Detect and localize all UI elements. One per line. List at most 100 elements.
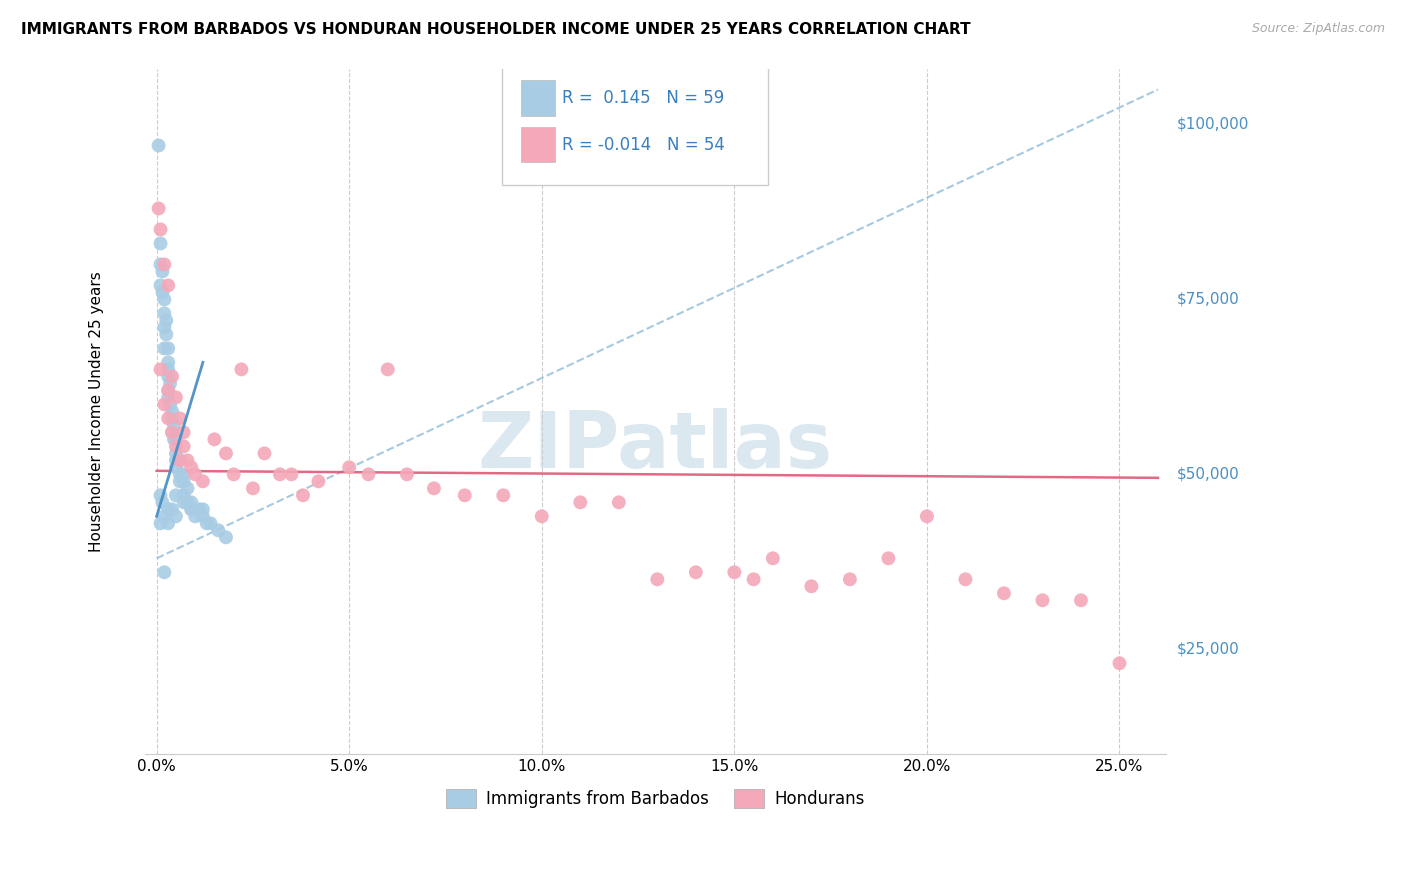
- Point: [993, 586, 1015, 600]
- Text: Source: ZipAtlas.com: Source: ZipAtlas.com: [1251, 22, 1385, 36]
- Point: [207, 524, 229, 538]
- Point: [165, 433, 187, 447]
- Point: [1108, 657, 1130, 671]
- Legend: Immigrants from Barbados, Hondurans: Immigrants from Barbados, Hondurans: [440, 782, 872, 814]
- Point: [157, 502, 180, 516]
- Point: [169, 411, 191, 425]
- Point: [148, 202, 170, 216]
- Point: [152, 495, 174, 509]
- Point: [153, 293, 176, 307]
- Point: [165, 453, 187, 467]
- Point: [176, 453, 198, 467]
- Point: [149, 488, 172, 502]
- Point: [152, 285, 174, 300]
- Point: [157, 355, 180, 369]
- Text: $75,000: $75,000: [1177, 292, 1240, 307]
- Point: [877, 551, 900, 566]
- Point: [742, 572, 765, 586]
- Text: $100,000: $100,000: [1177, 117, 1250, 132]
- Text: R = -0.014   N = 54: R = -0.014 N = 54: [561, 136, 724, 153]
- Point: [180, 495, 202, 509]
- Text: Householder Income Under 25 years: Householder Income Under 25 years: [89, 271, 104, 552]
- Point: [191, 502, 214, 516]
- Point: [395, 467, 418, 482]
- Point: [215, 530, 238, 544]
- Point: [149, 278, 172, 293]
- Point: [165, 460, 187, 475]
- Point: [149, 236, 172, 251]
- Point: [1070, 593, 1092, 607]
- Point: [159, 376, 181, 391]
- Text: ZIPatlas: ZIPatlas: [478, 408, 832, 483]
- Point: [647, 572, 669, 586]
- Point: [153, 342, 176, 356]
- Point: [200, 516, 222, 531]
- Point: [607, 495, 630, 509]
- Point: [800, 579, 823, 593]
- FancyBboxPatch shape: [520, 127, 555, 162]
- Point: [184, 467, 207, 482]
- Point: [169, 453, 191, 467]
- Point: [155, 313, 177, 327]
- Point: [163, 433, 186, 447]
- Point: [148, 138, 170, 153]
- FancyBboxPatch shape: [502, 65, 768, 185]
- Point: [149, 362, 172, 376]
- Point: [915, 509, 938, 524]
- Point: [157, 342, 180, 356]
- Point: [157, 516, 180, 531]
- Point: [423, 481, 446, 495]
- Point: [173, 439, 195, 453]
- Point: [149, 257, 172, 271]
- Point: [165, 439, 187, 453]
- Point: [176, 495, 198, 509]
- Point: [157, 384, 180, 398]
- Point: [160, 425, 183, 440]
- Point: [231, 362, 253, 376]
- Point: [169, 475, 191, 489]
- Point: [165, 488, 187, 502]
- Point: [173, 467, 195, 482]
- Point: [160, 369, 183, 384]
- Point: [191, 509, 214, 524]
- Point: [955, 572, 977, 586]
- Point: [1031, 593, 1053, 607]
- Point: [173, 425, 195, 440]
- Point: [152, 264, 174, 278]
- Point: [569, 495, 592, 509]
- Point: [492, 488, 515, 502]
- Point: [377, 362, 399, 376]
- Point: [838, 572, 860, 586]
- Point: [165, 446, 187, 460]
- Point: [157, 369, 180, 384]
- Point: [723, 566, 745, 580]
- Text: R =  0.145   N = 59: R = 0.145 N = 59: [561, 89, 724, 107]
- Point: [191, 475, 214, 489]
- Point: [176, 481, 198, 495]
- Point: [163, 418, 186, 433]
- Point: [762, 551, 785, 566]
- Point: [155, 327, 177, 342]
- Point: [153, 306, 176, 320]
- Point: [160, 502, 183, 516]
- Point: [157, 278, 180, 293]
- Point: [153, 397, 176, 411]
- Point: [195, 516, 218, 531]
- Point: [253, 446, 276, 460]
- Point: [242, 481, 264, 495]
- FancyBboxPatch shape: [520, 80, 555, 116]
- Point: [165, 509, 187, 524]
- Point: [337, 460, 360, 475]
- Point: [307, 475, 329, 489]
- Point: [169, 453, 191, 467]
- Text: $50,000: $50,000: [1177, 467, 1240, 482]
- Point: [292, 488, 315, 502]
- Point: [685, 566, 707, 580]
- Point: [180, 460, 202, 475]
- Point: [157, 384, 180, 398]
- Point: [157, 390, 180, 404]
- Point: [269, 467, 291, 482]
- Point: [357, 467, 380, 482]
- Point: [159, 397, 181, 411]
- Point: [153, 257, 176, 271]
